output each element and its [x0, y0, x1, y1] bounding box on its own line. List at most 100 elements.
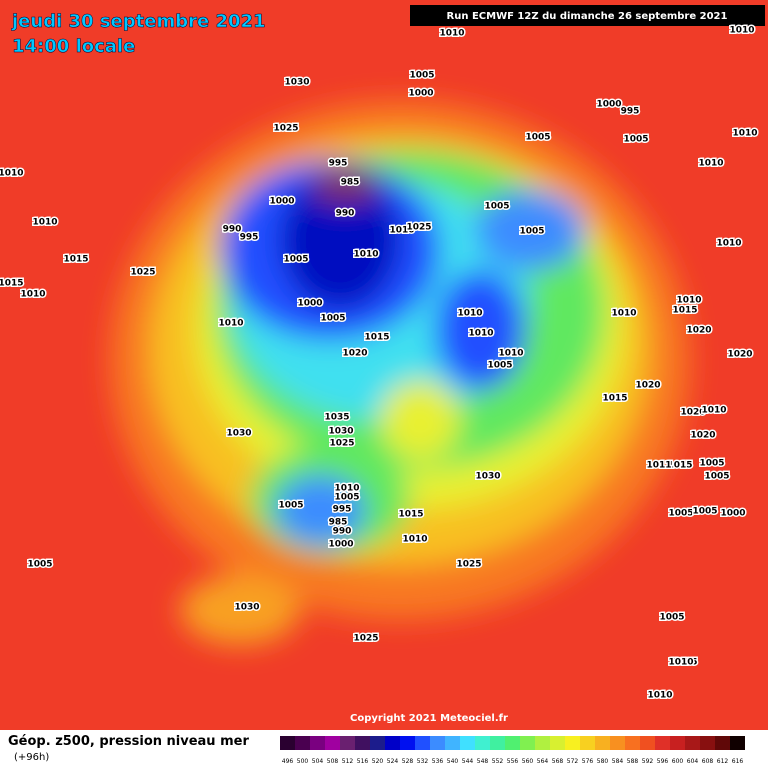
scale-swatch	[490, 736, 505, 750]
scale-label: 604	[687, 758, 699, 765]
scale-label: 536	[432, 758, 444, 765]
scale-label: 608	[702, 758, 714, 765]
isobar-label: 1030	[234, 603, 259, 613]
title-date: jeudi 30 septembre 2021	[11, 11, 266, 32]
isobar-label: 1030	[226, 429, 251, 439]
isobar-label: 1010	[402, 535, 427, 545]
isobar-label: 1005	[699, 459, 724, 469]
scale-swatch	[445, 736, 460, 750]
scale-label: 588	[627, 758, 639, 765]
isobar-label: 990	[333, 527, 352, 537]
scale-label: 504	[312, 758, 324, 765]
scale-label: 508	[327, 758, 339, 765]
isobar-label: 1010	[457, 309, 482, 319]
run-banner	[410, 5, 765, 26]
isobar-label: 1010	[701, 406, 726, 416]
isobar-label: 1010	[353, 250, 378, 260]
isobar-label: 1015	[63, 255, 88, 265]
isobar-label: 1020	[342, 349, 367, 359]
title-time: 14:00 locale	[12, 36, 135, 57]
isobar-label: 995	[621, 107, 640, 117]
isobar-label: 1010	[647, 691, 672, 701]
isobar-label: 1005	[672, 658, 697, 668]
isobar-label: 1025	[456, 560, 481, 570]
isobar-label: 1020	[727, 350, 752, 360]
legend-title: Géop. z500, pression niveau mer	[8, 734, 249, 749]
scale-label: 552	[492, 758, 504, 765]
isobar-label: 1025	[130, 268, 155, 278]
scale-swatch	[325, 736, 340, 750]
isobar-label: 1000	[269, 197, 294, 207]
isobar-label: 1010	[218, 319, 243, 329]
isobar-label: 1005	[283, 255, 308, 265]
isobar-label: 1000	[328, 540, 353, 550]
isobar-label: 1015	[398, 510, 423, 520]
scale-swatch	[505, 736, 520, 750]
scale-swatch	[580, 736, 595, 750]
scale-swatch	[565, 736, 580, 750]
isobar-label: 1000	[297, 299, 322, 309]
scale-label: 544	[462, 758, 474, 765]
isobar-label: 1015	[0, 279, 24, 289]
scale-swatch	[520, 736, 535, 750]
isobar-label: 1010	[698, 159, 723, 169]
isobar-label: 1010	[611, 309, 636, 319]
isobar-label: 1025	[273, 124, 298, 134]
scale-swatch	[595, 736, 610, 750]
isobar-label: 1005	[334, 493, 359, 503]
isobar-label: 1000	[408, 89, 433, 99]
scale-label: 516	[357, 758, 369, 765]
isobar-label: 1035	[324, 413, 349, 423]
scale-label: 528	[402, 758, 414, 765]
isobar-label: 1010	[468, 329, 493, 339]
isobar-label: 1015	[667, 461, 692, 471]
isobar-label: 985	[341, 178, 360, 188]
run-info: Run ECMWF 12Z du dimanche 26 septembre 2…	[447, 11, 728, 22]
scale-swatch	[625, 736, 640, 750]
scale-label: 600	[672, 758, 684, 765]
scale-label: 612	[717, 758, 729, 765]
isobar-labels: 1010100510001030102510009951005100510101…	[0, 24, 759, 702]
isobar-label: 1030	[284, 78, 309, 88]
isobar-label: 1005	[519, 227, 544, 237]
scale-swatch	[655, 736, 670, 750]
scale-swatch	[370, 736, 385, 750]
copyright: Copyright 2021 Meteociel.fr	[350, 713, 508, 724]
scale-swatch	[685, 736, 700, 750]
scale-swatch	[670, 736, 685, 750]
scale-swatch	[610, 736, 625, 750]
scale-label: 500	[297, 758, 309, 765]
isobar-label: 1010	[729, 26, 754, 36]
scale-swatch	[460, 736, 475, 750]
isobar-label: 1010	[389, 226, 414, 236]
isobar-label: 1010	[676, 296, 701, 306]
isobar-label: 1015	[602, 394, 627, 404]
isobar-label: 1030	[328, 427, 353, 437]
scale-swatch	[550, 736, 565, 750]
scale-label: 568	[552, 758, 564, 765]
scale-swatch	[430, 736, 445, 750]
scale-swatch	[385, 736, 400, 750]
isobar-label: 1005	[487, 361, 512, 371]
scale-label: 580	[597, 758, 609, 765]
isobar-label: 1005	[27, 560, 52, 570]
isobar-label: 985	[329, 518, 348, 528]
isobar-label: 1020	[635, 381, 660, 391]
isobar-label: 1010	[334, 484, 359, 494]
isobar-label: 1020	[680, 408, 705, 418]
scale-swatch	[355, 736, 370, 750]
scale-swatch	[535, 736, 550, 750]
isobar-label: 1020	[690, 431, 715, 441]
isobar-label: 1010	[32, 218, 57, 228]
isobar-label: 1010	[668, 658, 693, 668]
isobar-label: 1015	[672, 306, 697, 316]
isobar-label: 1010	[716, 239, 741, 249]
scale-swatch	[700, 736, 715, 750]
scale-label: 572	[567, 758, 579, 765]
scale-swatch	[280, 736, 295, 750]
isobar-label: 1000	[720, 509, 745, 519]
scale-label: 540	[447, 758, 459, 765]
scale-swatch	[475, 736, 490, 750]
isobar-label: 995	[329, 159, 348, 169]
